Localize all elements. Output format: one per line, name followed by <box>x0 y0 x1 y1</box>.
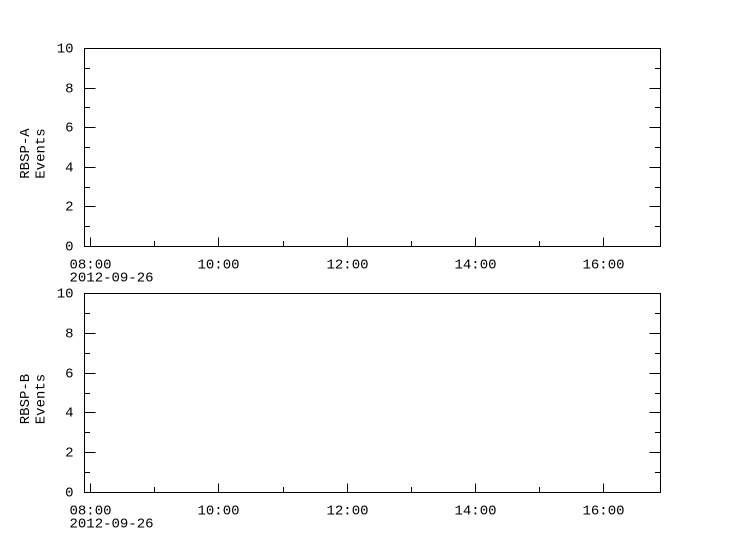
svg-text:8: 8 <box>65 327 73 343</box>
svg-text:16:00: 16:00 <box>582 504 624 520</box>
svg-text:6: 6 <box>65 121 73 137</box>
svg-text:10: 10 <box>57 42 74 58</box>
svg-text:6: 6 <box>65 367 73 383</box>
svg-text:2: 2 <box>65 446 73 462</box>
svg-text:10:00: 10:00 <box>197 258 239 274</box>
svg-text:Events: Events <box>34 374 50 424</box>
svg-text:2012-09-26: 2012-09-26 <box>69 271 153 287</box>
svg-text:0: 0 <box>65 240 73 256</box>
svg-text:12:00: 12:00 <box>326 504 368 520</box>
svg-text:16:00: 16:00 <box>582 258 624 274</box>
svg-text:10: 10 <box>57 287 74 303</box>
svg-text:14:00: 14:00 <box>454 504 496 520</box>
svg-text:RBSP-B: RBSP-B <box>18 374 34 424</box>
svg-text:4: 4 <box>65 406 73 422</box>
svg-text:2: 2 <box>65 200 73 216</box>
svg-text:RBSP-A: RBSP-A <box>18 128 34 179</box>
svg-text:2012-09-26: 2012-09-26 <box>69 517 153 533</box>
svg-text:4: 4 <box>65 161 73 177</box>
svg-text:12:00: 12:00 <box>326 258 368 274</box>
svg-text:14:00: 14:00 <box>454 258 496 274</box>
svg-text:10:00: 10:00 <box>197 504 239 520</box>
svg-text:Events: Events <box>34 128 50 178</box>
svg-text:8: 8 <box>65 82 73 98</box>
svg-text:0: 0 <box>65 486 73 502</box>
